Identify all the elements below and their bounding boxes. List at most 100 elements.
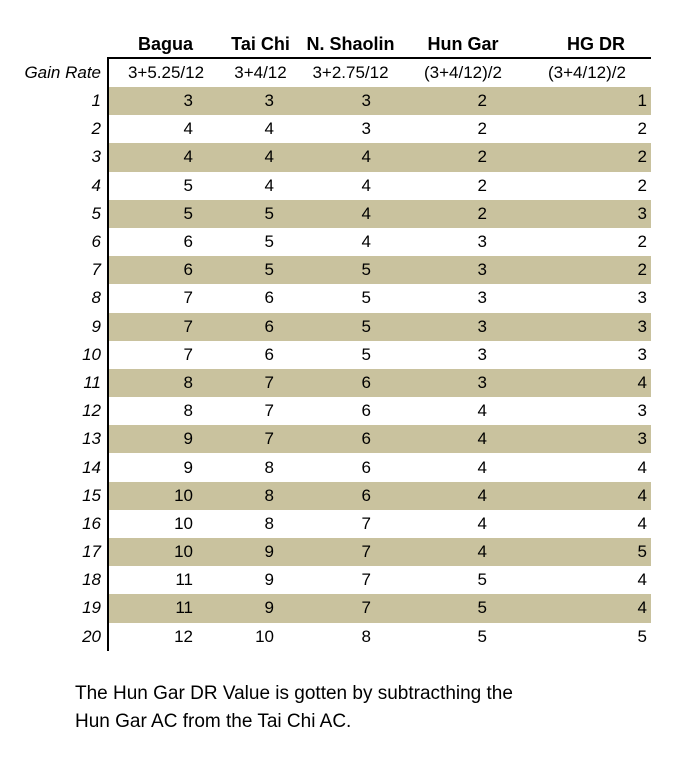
level-cell: 19 xyxy=(8,594,109,623)
hun-gar-cell: 4 xyxy=(403,425,523,454)
hun-gar-cell: 3 xyxy=(477,344,487,364)
hg-dr-cell: 2 xyxy=(523,143,651,172)
n-shaolin-cell: 5 xyxy=(361,344,371,364)
bagua-cell: 9 xyxy=(183,457,193,477)
n-shaolin-cell: 7 xyxy=(361,513,371,533)
hun-gar-cell: 2 xyxy=(477,175,487,195)
hg-dr-cell: 4 xyxy=(637,570,647,590)
header-hun-gar: Hun Gar xyxy=(403,27,523,59)
hg-dr-cell: 5 xyxy=(523,538,651,567)
level-cell: 17 xyxy=(8,538,109,567)
hg-dr-cell: 4 xyxy=(523,368,651,398)
hg-dr-cell: 3 xyxy=(637,288,647,308)
bagua-cell: 3 xyxy=(108,87,223,116)
n-shaolin-cell: 3 xyxy=(298,87,403,116)
hun-gar-cell: 5 xyxy=(477,570,487,590)
table-row: 15 10 8 6 4 4 xyxy=(8,481,651,510)
header-n-shaolin: N. Shaolin xyxy=(298,27,403,59)
table-row: 17 10 9 7 4 5 xyxy=(8,538,651,567)
hun-gar-cell: 4 xyxy=(477,401,487,421)
level-cell: 10 xyxy=(8,340,109,369)
hun-gar-cell: 3 xyxy=(403,256,523,285)
gain-rate-n-shaolin: 3+2.75/12 xyxy=(312,63,389,82)
bagua-cell: 10 xyxy=(108,538,223,567)
level-cell: 13 xyxy=(8,425,109,454)
n-shaolin-cell: 6 xyxy=(361,401,371,421)
tai-chi-cell: 3 xyxy=(223,87,298,116)
hun-gar-cell: 3 xyxy=(403,368,523,398)
hg-dr-cell: 2 xyxy=(637,119,647,139)
header-hg-dr: HG DR xyxy=(523,27,651,59)
hun-gar-cell: 2 xyxy=(403,199,523,228)
bagua-cell: 8 xyxy=(108,368,223,398)
bagua-cell: 12 xyxy=(174,626,193,646)
hun-gar-cell: 3 xyxy=(403,312,523,341)
footnote: The Hun Gar DR Value is gotten by subtra… xyxy=(75,680,635,736)
hg-dr-cell: 4 xyxy=(637,457,647,477)
level-cell: 3 xyxy=(8,143,109,172)
tai-chi-cell: 6 xyxy=(264,344,274,364)
table-row: 7 6 5 5 3 2 xyxy=(8,256,651,285)
hg-dr-cell: 4 xyxy=(523,594,651,623)
hun-gar-cell: 5 xyxy=(477,626,487,646)
level-cell: 18 xyxy=(8,566,109,595)
n-shaolin-cell: 4 xyxy=(361,232,371,252)
bagua-cell: 4 xyxy=(183,119,193,139)
hg-dr-cell: 2 xyxy=(637,232,647,252)
level-cell: 5 xyxy=(8,199,109,228)
bagua-cell: 7 xyxy=(183,288,193,308)
tai-chi-cell: 10 xyxy=(255,626,274,646)
hun-gar-cell: 3 xyxy=(477,232,487,252)
gain-rate-hun-gar: (3+4/12)/2 xyxy=(424,63,502,82)
hg-dr-cell: 3 xyxy=(523,425,651,454)
tai-chi-cell: 7 xyxy=(223,368,298,398)
table-row: 14 9 8 6 4 4 xyxy=(8,453,651,482)
bagua-cell: 9 xyxy=(108,425,223,454)
level-cell: 8 xyxy=(8,284,109,313)
tai-chi-cell: 4 xyxy=(264,175,274,195)
hun-gar-cell: 4 xyxy=(403,481,523,510)
header-bagua: Bagua xyxy=(108,27,223,59)
table-row: 19 11 9 7 5 4 xyxy=(8,594,651,623)
table-row: 1 3 3 3 2 1 xyxy=(8,87,651,116)
header-level xyxy=(8,27,108,58)
tai-chi-cell: 4 xyxy=(223,143,298,172)
header-tai-chi: Tai Chi xyxy=(223,27,298,59)
table-row: 2 4 4 3 2 2 xyxy=(8,115,651,144)
bagua-cell: 11 xyxy=(108,594,223,623)
bagua-cell: 8 xyxy=(183,401,193,421)
tai-chi-cell: 7 xyxy=(223,425,298,454)
hg-dr-cell: 3 xyxy=(523,312,651,341)
tai-chi-cell: 5 xyxy=(223,199,298,228)
hun-gar-cell: 2 xyxy=(403,143,523,172)
n-shaolin-cell: 7 xyxy=(298,538,403,567)
gain-rate-tai-chi: 3+4/12 xyxy=(234,63,287,82)
n-shaolin-cell: 4 xyxy=(298,199,403,228)
hun-gar-cell: 4 xyxy=(477,513,487,533)
hg-dr-cell: 4 xyxy=(523,481,651,510)
level-cell: 12 xyxy=(8,397,109,426)
level-cell: 6 xyxy=(8,227,109,257)
gain-rate-label: Gain Rate xyxy=(8,58,109,87)
tai-chi-cell: 5 xyxy=(264,232,274,252)
n-shaolin-cell: 7 xyxy=(298,594,403,623)
bagua-cell: 10 xyxy=(108,481,223,510)
header-row: Bagua Tai Chi N. Shaolin Hun Gar HG DR xyxy=(8,27,651,59)
hun-gar-cell: 5 xyxy=(403,594,523,623)
hg-dr-cell: 4 xyxy=(637,513,647,533)
table-row: 3 4 4 4 2 2 xyxy=(8,143,651,172)
tai-chi-cell: 9 xyxy=(223,594,298,623)
hg-dr-cell: 3 xyxy=(637,401,647,421)
n-shaolin-cell: 4 xyxy=(298,143,403,172)
bagua-cell: 7 xyxy=(183,344,193,364)
hg-dr-cell: 3 xyxy=(523,199,651,228)
bagua-cell: 10 xyxy=(174,513,193,533)
n-shaolin-cell: 4 xyxy=(361,175,371,195)
armor-class-table: Bagua Tai Chi N. Shaolin Hun Gar HG DR G… xyxy=(8,27,651,651)
hg-dr-cell: 5 xyxy=(637,626,647,646)
table-row: 9 7 6 5 3 3 xyxy=(8,312,651,341)
table-row: 20 12 10 8 5 5 xyxy=(8,622,651,651)
footnote-line-2: Hun Gar AC from the Tai Chi AC. xyxy=(75,711,352,732)
n-shaolin-cell: 6 xyxy=(361,457,371,477)
